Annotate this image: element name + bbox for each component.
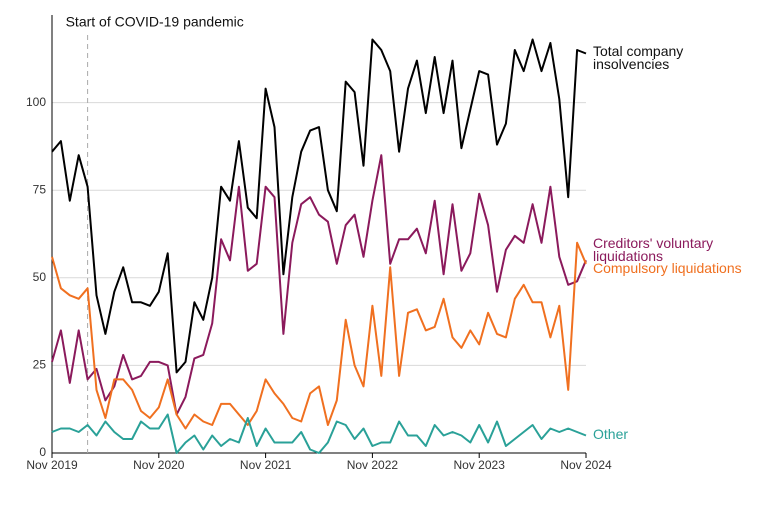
y-tick-label: 50 xyxy=(33,270,47,284)
series-line xyxy=(51,241,587,430)
x-tick-label: Nov 2023 xyxy=(454,458,506,472)
series-line xyxy=(51,38,587,374)
x-tick-label: Nov 2024 xyxy=(560,458,612,472)
series-label: Other xyxy=(593,426,629,442)
series-label: Compulsory liquidations xyxy=(593,260,742,276)
y-tick-label: 0 xyxy=(39,445,46,459)
series-label: Total company insolvencies xyxy=(593,43,684,72)
x-tick-label: Nov 2022 xyxy=(347,458,399,472)
series-line xyxy=(51,154,587,416)
series-line xyxy=(51,413,587,454)
y-tick-label: 75 xyxy=(33,182,47,196)
x-tick-label: Nov 2019 xyxy=(26,458,78,472)
x-tick-label: Nov 2021 xyxy=(240,458,292,472)
x-tick-label: Nov 2020 xyxy=(133,458,185,472)
y-tick-label: 25 xyxy=(33,358,47,372)
annotation-text: Start of COVID-19 pandemic xyxy=(66,14,244,30)
series-label: Creditors' voluntary liquidations xyxy=(593,235,714,264)
y-tick-label: 100 xyxy=(26,95,46,109)
